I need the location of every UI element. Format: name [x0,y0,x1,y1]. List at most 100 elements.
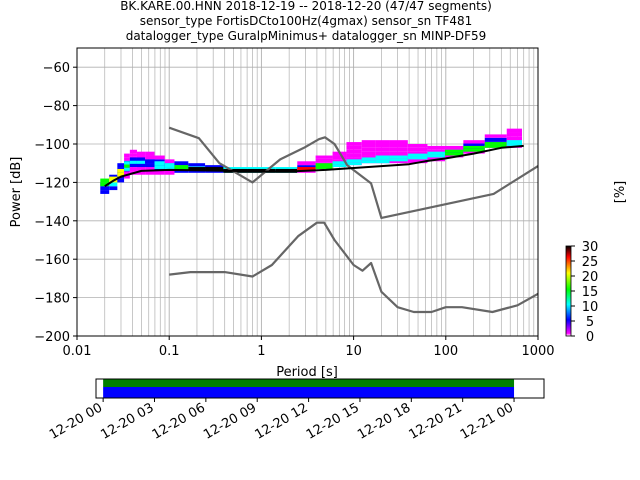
density-cell [124,157,130,161]
density-cell [154,161,165,166]
density-cell [407,144,428,148]
density-cell [463,148,485,152]
y-tick-label: −80 [43,100,70,115]
density-cell [117,167,125,171]
density-cell [484,144,507,148]
title-line-2: sensor_type FortisDCto100Hz(4gmax) senso… [140,14,472,28]
y-tick-label: −100 [34,138,70,153]
y-tick-label: −160 [34,253,70,268]
density-cell [124,153,130,158]
density-cell [346,159,362,163]
density-cell [332,164,347,168]
colorbar-tick-label: 25 [582,255,599,270]
density-cell [136,170,146,175]
density-cell [188,163,206,167]
density-cell [136,157,146,161]
density-cell [332,161,347,165]
density-cell [117,172,125,177]
density-cell [463,140,485,144]
y-tick-label: −200 [34,330,70,345]
x-tick-label: 0.1 [159,344,180,359]
timeline-tick-label: 12-20 15 [304,400,362,442]
density-cell [136,167,146,171]
density-cell [124,161,130,165]
density-cell [389,140,408,144]
density-cell [389,147,408,152]
density-cell [389,144,408,148]
y-tick-label: −60 [43,61,70,76]
density-cell [100,178,110,183]
density-cell [361,160,376,164]
density-cell [136,151,146,156]
density-cell [506,136,523,141]
density-cell [205,167,224,171]
x-tick-label: 10 [345,344,362,359]
density-cell [427,154,445,158]
timeline-tick-label: 12-20 12 [252,400,310,442]
density-cell [484,137,507,142]
x-tick-label: 0.01 [63,344,92,359]
density-cell [136,160,146,164]
timeline-frame [95,378,545,399]
density-cell [297,167,316,171]
density-cell [375,147,390,152]
density-cell [109,176,118,180]
timeline-tick-label: 12-20 06 [150,400,208,442]
density-cell [332,155,347,160]
density-cell [164,170,175,175]
density-cell [315,163,333,167]
density-cell [100,182,110,187]
density-cell [124,171,130,175]
density-cell [174,161,189,166]
density-cell [154,170,165,175]
density-cell [407,147,428,152]
colorbar-tick-label: 30 [582,240,599,255]
density-cell [506,143,523,146]
x-tick-label: 1000 [521,344,554,359]
density-cell [145,151,155,156]
density-cell [154,165,165,169]
density-cell [145,170,155,175]
density-cell [361,157,376,161]
x-axis-ticks: 0.01 0.1 1 10 100 1000 [63,336,555,359]
density-cell [427,151,445,155]
timeline-tick-label: 12-20 03 [98,400,156,442]
density-cell [136,163,146,168]
density-cell [346,145,362,150]
density-cell [109,186,118,191]
density-cell [129,153,137,157]
density-cell [297,161,316,166]
density-cell [506,128,523,133]
density-cell [484,134,507,138]
density-cell [129,149,137,154]
density-cell [275,167,298,170]
colorbar-label: [%] [613,181,628,204]
density-cell [444,149,464,153]
mean-curve [104,144,524,188]
density-cell [463,150,485,154]
density-cell [375,151,390,156]
density-cell [315,155,333,159]
ppsd-plot: 0.01 0.1 1 10 100 1000 −60 −80 −100 −120 −140 −160… [9,47,555,380]
density-cell [124,167,130,171]
density-cell [463,143,485,147]
colorbar-tick-label: 5 [586,315,594,330]
density-cell [375,144,390,148]
title-line-1: BK.KARE.00.HNN 2018-12-19 -- 2018-12-20 … [120,0,492,13]
density-cell [164,159,175,164]
plot-background [77,48,538,336]
density-cell [145,155,155,160]
density-cell [389,151,408,156]
density-cell [463,145,485,149]
density-cell [109,182,118,187]
density-cell [506,132,523,137]
density-cell [375,140,390,144]
density-cell [444,152,464,156]
density-cell [129,160,137,164]
density-cell [129,157,137,161]
colorbar-tick-label: 20 [582,270,599,285]
density-cell [223,167,248,170]
density-cell [375,155,390,160]
